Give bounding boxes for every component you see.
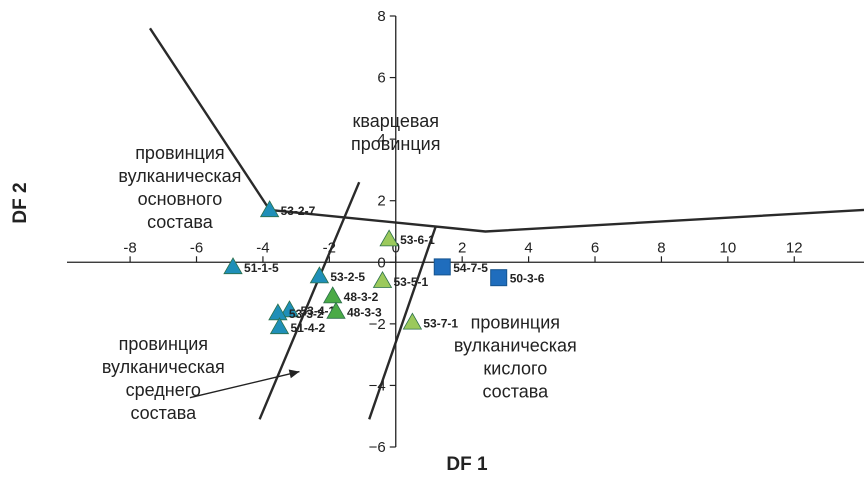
y-tick-label: 0	[377, 254, 385, 271]
boundary-line	[368, 226, 437, 420]
region-label-line: состава	[130, 403, 197, 423]
x-tick-label: 10	[720, 239, 737, 256]
region-label-line: провинция	[351, 134, 440, 154]
region-label-line: вулканическая	[118, 166, 241, 186]
x-tick-label: 2	[458, 239, 466, 256]
point-label: 48-3-3	[347, 306, 382, 320]
y-tick-label: −2	[369, 316, 386, 333]
point-marker-triangle	[323, 286, 343, 304]
region-label-line: провинция	[119, 334, 208, 354]
point-marker-triangle	[309, 266, 330, 284]
x-tick-label: -8	[123, 239, 136, 256]
point-marker-triangle	[279, 300, 300, 318]
arrow-shaft	[189, 370, 300, 399]
x-tick-label: 12	[786, 239, 803, 256]
boundary-lines	[148, 27, 864, 420]
point-marker-triangle	[269, 317, 290, 335]
point-label: 51-1-5	[244, 261, 279, 275]
region-label-line: кислого	[483, 358, 547, 378]
point-marker-triangle	[402, 312, 423, 330]
region-label-line: провинция	[135, 143, 224, 163]
point-label: 53-2-7	[281, 204, 316, 218]
x-tick-label: 6	[591, 239, 599, 256]
region-label-line: основного	[138, 189, 223, 209]
point-label: 53-4-1	[300, 304, 335, 318]
arrow-head	[288, 369, 300, 379]
y-tick-label: 6	[377, 70, 385, 87]
x-tick-label: 0	[392, 239, 400, 256]
region-label-line: вулканическая	[454, 335, 577, 355]
point-marker-triangle	[268, 303, 288, 321]
y-tick-label: −6	[369, 439, 386, 456]
point-marker-triangle	[223, 257, 243, 275]
point-marker-square	[490, 269, 508, 287]
point-marker-triangle	[379, 229, 399, 247]
x-tick-label: -6	[190, 239, 203, 256]
point-marker-triangle	[326, 301, 346, 319]
annotation-arrow	[189, 369, 300, 399]
axes: 8 6 4 2 0 −2 −4 −6 -8 -6 -4 -2 0 2 4 6 8 10 12	[67, 8, 864, 456]
region-label-line: вулканическая	[102, 357, 225, 377]
region-label-line: провинция	[471, 312, 560, 332]
point-label: 51-4-2	[291, 321, 326, 335]
x-tick-label: 8	[657, 239, 665, 256]
boundary-line	[258, 181, 361, 420]
y-tick-label: 8	[377, 8, 385, 25]
point-label: 54-7-5	[453, 261, 488, 275]
point-marker-triangle	[259, 200, 280, 218]
point-label: 53-6-1	[400, 233, 435, 247]
point-label: 50-3-6	[510, 272, 545, 286]
x-tick-label: -2	[323, 239, 336, 256]
point-marker-triangle	[372, 270, 393, 288]
x-tick-label: 4	[524, 239, 532, 256]
point-label: 48-3-2	[344, 290, 379, 304]
y-tick-label: 2	[377, 193, 385, 210]
x-tick-label: -4	[256, 239, 269, 256]
boundary-line	[148, 27, 864, 233]
region-label-line: кварцевая	[353, 111, 440, 131]
region-labels: кварцевая провинция провинция вулканическая…	[102, 111, 577, 423]
x-axis-title: DF 1	[446, 454, 488, 475]
point-label: 53-2-5	[330, 270, 365, 284]
region-label-line: состава	[147, 212, 214, 232]
point-label: 53-5-1	[393, 275, 428, 289]
y-tick-label: −4	[369, 377, 386, 394]
region-label-line: среднего	[126, 380, 201, 400]
y-tick-label: 4	[377, 131, 385, 148]
point-label: 53-7-1	[423, 316, 458, 330]
data-points: 53-2-7 51-1-5 53-2-5 53-4-153-3-251-4-2 48-3…	[223, 200, 545, 335]
region-label-line: состава	[482, 381, 549, 401]
point-label: 53-3-2	[289, 307, 324, 321]
y-axis-title: DF 2	[10, 182, 31, 223]
point-marker-square	[433, 258, 451, 276]
